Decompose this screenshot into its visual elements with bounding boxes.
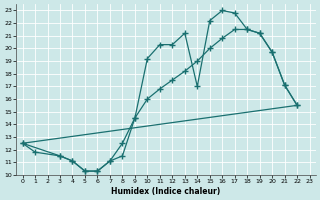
X-axis label: Humidex (Indice chaleur): Humidex (Indice chaleur)	[111, 187, 221, 196]
